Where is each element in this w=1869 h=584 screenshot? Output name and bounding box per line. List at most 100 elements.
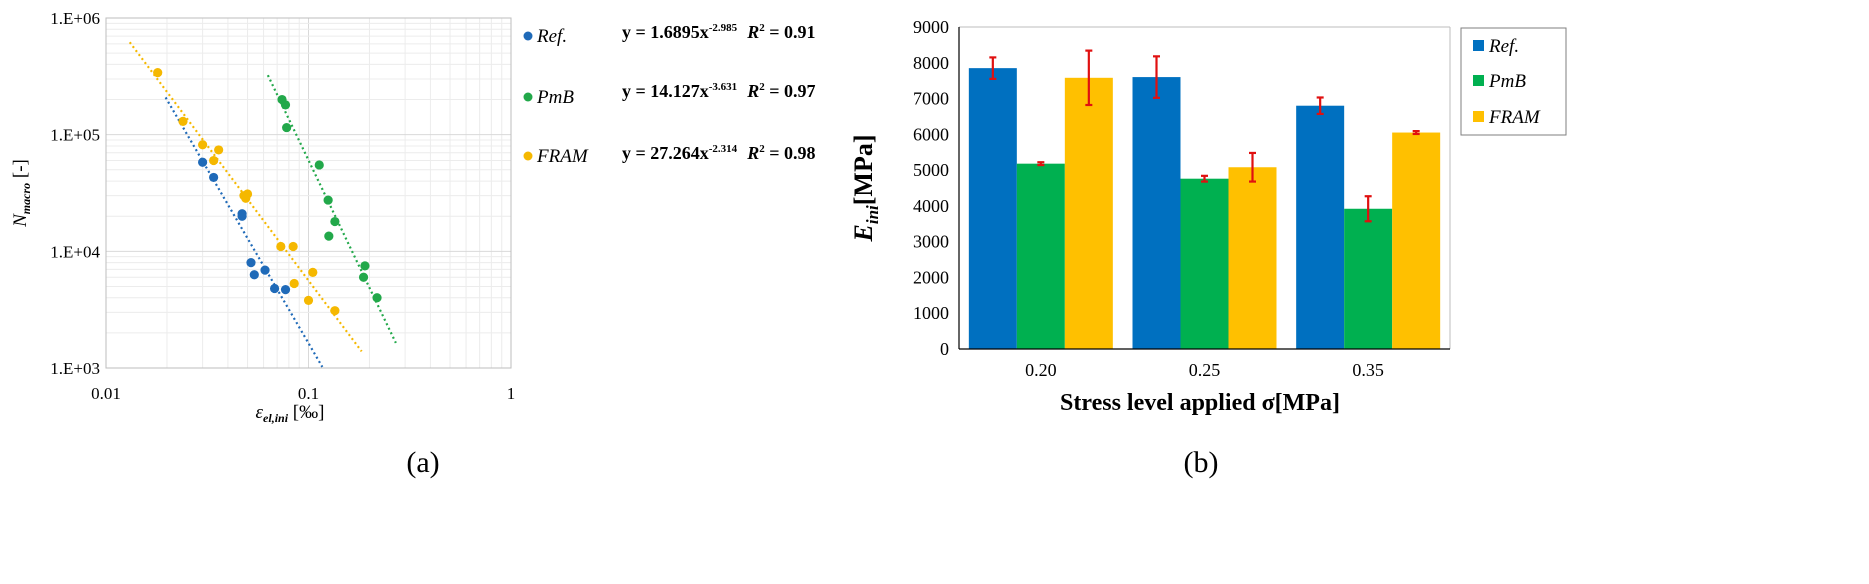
y-tick-label: 1.E+05 [50,126,100,145]
x-tick-label: 0.35 [1352,360,1384,380]
legend-marker [523,92,533,102]
data-point-pmb [280,100,291,110]
bar-fram-0.35 [1392,132,1441,349]
legend-label: FRAM [1488,107,1541,128]
y-tick-label: 2000 [913,267,949,287]
legend-swatch [1473,40,1484,51]
panel-label-b: (b) [1184,446,1219,479]
legend-label: PmB [1488,71,1526,92]
y-tick-label: 4000 [913,196,949,216]
bar-chart-panel: 0 1000 2000 3000 4000 5000 6000 7000 8000 9000 0.… [849,17,1567,479]
x-tick-label: 0.1 [298,384,319,403]
x-axis-label: Stress level applied σ[MPa] [1060,390,1340,416]
legend: Ref. PmB FRAM [1460,27,1567,136]
y-tick-label: 3000 [913,232,949,252]
legend-label: Ref. [1488,36,1519,57]
data-point-fram [303,295,314,305]
bar-ref-0.35 [1296,105,1345,349]
y-tick-label: 9000 [913,17,949,37]
x-axis-label: εel,ini [‰] [256,402,325,425]
legend-marker [523,151,533,161]
legend-marker [523,31,533,41]
bars [968,68,1441,350]
data-point-pmb [324,231,334,241]
data-point-fram [308,267,318,277]
data-point-ref [269,283,280,294]
y-tick-label: 1.E+03 [50,359,100,378]
data-point-ref [280,284,291,295]
legend-item-fram: FRAM [1473,107,1541,128]
data-point-fram [209,155,219,166]
legend-item-fram: FRAM y = 27.264x-2.314 R2 = 0.98 [523,143,815,167]
legend-swatch [1473,111,1484,122]
data-point-pmb [282,122,292,133]
x-tick-label: 0.20 [1025,360,1057,380]
fit-line-ref [164,96,324,368]
data-points [153,68,382,316]
legend-item-pmb: PmB [1473,71,1526,92]
data-point-ref [246,258,256,268]
legend-label: Ref. [536,26,567,47]
y-tick-label: 1.E+06 [50,9,100,28]
x-tick-labels: 0.20 0.25 0.35 [1025,360,1384,380]
legend: Ref. y = 1.6895x-2.985 R2 = 0.91 PmB y = … [523,22,815,167]
data-point-fram [289,278,299,289]
y-tick-label: 7000 [913,89,949,109]
data-point-fram [153,68,163,78]
bar-pmb-0.20 [1016,163,1065,349]
data-point-fram [276,241,286,252]
fit-equation: y = 1.6895x-2.985 R2 = 0.91 [622,22,815,42]
bar-ref-0.25 [1132,77,1181,349]
data-point-ref [260,265,270,275]
bar-pmb-0.25 [1180,178,1229,349]
fit-equation: y = 27.264x-2.314 R2 = 0.98 [622,143,815,163]
scatter-chart-panel: 1.E+03 1.E+04 1.E+05 1.E+06 0.01 0.1 1 Nmacro… [10,9,815,479]
y-tick-label: 1000 [913,303,949,323]
data-point-pmb [372,293,382,303]
data-point-ref [237,211,247,221]
bar-ref-0.20 [968,68,1017,350]
grid-lines [106,18,511,368]
x-tick-label: 0.01 [91,384,121,403]
bar-fram-0.25 [1228,167,1277,349]
panel-label-a: (a) [406,446,439,479]
legend-label: FRAM [536,146,589,167]
y-tick-label: 6000 [913,124,949,144]
data-point-ref [198,157,208,167]
data-point-fram [178,116,188,126]
legend-label: PmB [536,87,574,108]
y-tick-label: 0 [940,339,949,359]
data-point-pmb [323,195,333,205]
legend-item-pmb: PmB y = 14.127x-3.631 R2 = 0.97 [523,81,815,108]
data-point-pmb [358,272,369,282]
bar-pmb-0.35 [1344,208,1393,349]
bar-fram-0.20 [1064,77,1113,349]
data-point-pmb [314,160,324,170]
y-tick-label: 5000 [913,160,949,180]
legend-item-ref: Ref. [1473,36,1519,57]
y-tick-label: 1.E+04 [50,242,100,261]
data-point-ref [209,172,219,183]
data-point-ref [249,270,259,280]
x-tick-labels: 0.01 0.1 1 [91,384,515,403]
y-tick-labels: 1.E+03 1.E+04 1.E+05 1.E+06 [50,9,100,378]
data-point-fram [330,306,340,316]
data-point-fram [198,140,208,150]
error-bars [989,49,1420,223]
data-point-pmb [330,216,340,227]
data-point-pmb [360,261,370,271]
data-point-fram [288,241,298,252]
x-tick-label: 0.25 [1189,360,1221,380]
y-axis-label: Eini[MPa] [849,135,882,243]
y-tick-labels: 0 1000 2000 3000 4000 5000 6000 7000 8000 9000 [913,17,949,359]
legend-item-ref: Ref. y = 1.6895x-2.985 R2 = 0.91 [523,22,815,47]
fit-lines [128,41,397,368]
fit-line-pmb [266,74,397,344]
x-tick-label: 1 [507,384,516,403]
fit-equation: y = 14.127x-3.631 R2 = 0.97 [622,81,815,101]
legend-swatch [1473,75,1484,86]
y-axis-label: Nmacro [-] [10,159,33,228]
data-point-fram [242,189,253,199]
data-point-fram [214,145,224,155]
